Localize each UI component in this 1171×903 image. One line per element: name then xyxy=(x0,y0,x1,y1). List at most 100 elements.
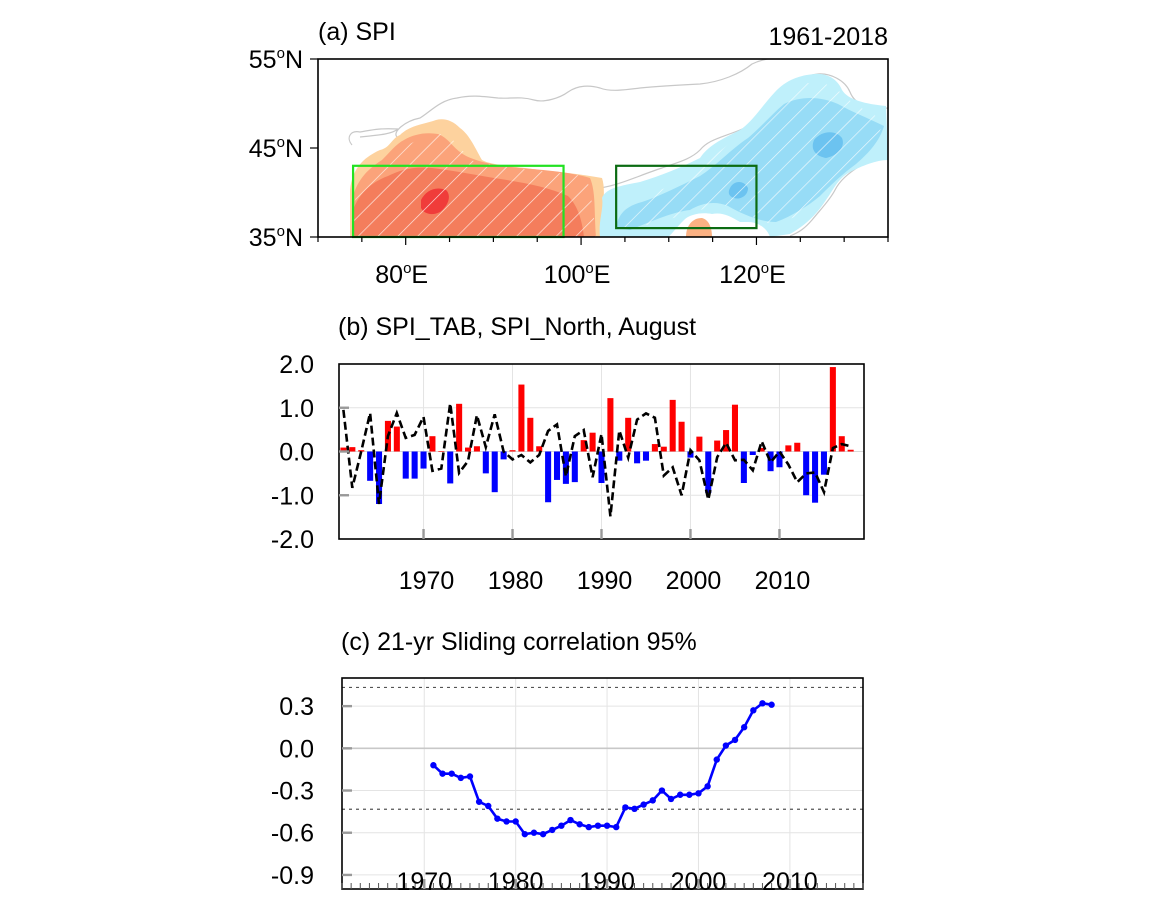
north-region-box xyxy=(615,164,758,230)
spi-tab-bar xyxy=(607,398,614,452)
spi-north-line xyxy=(342,403,852,517)
spi-tab-bar xyxy=(731,404,738,452)
spi-tab-bar xyxy=(393,426,400,452)
correlation-point xyxy=(549,826,556,834)
spi-tab-bar xyxy=(776,451,783,468)
x-tick-label: 2000 xyxy=(666,567,722,595)
correlation-point xyxy=(676,791,684,798)
panel-c-chart: (c) 21-yr Sliding correlation 95% 1970 19… xyxy=(271,628,864,896)
y-tick-label: -0.3 xyxy=(271,778,314,806)
spi-tab-bar xyxy=(553,451,561,480)
correlation-point xyxy=(585,823,592,831)
correlation-point xyxy=(695,790,702,797)
spi-tab-bar xyxy=(705,451,712,494)
spi-tab-bar xyxy=(678,421,685,452)
spi-tab-bar xyxy=(812,451,819,503)
spi-tab-bar xyxy=(465,447,472,452)
map-axis-ticks: 80oE 100oE 120oE 35oN 45oN 55oN xyxy=(249,45,889,289)
correlation-point xyxy=(603,822,611,829)
correlation-point xyxy=(439,770,446,777)
correlation-point xyxy=(466,773,474,780)
correlation-point xyxy=(640,801,647,808)
panel-b-axes: 1970 1980 1990 2000 2010 2.0 1.0 0.0 -1.0 -2.0 xyxy=(271,351,810,595)
y-tick-label: 2.0 xyxy=(279,351,314,379)
border-line xyxy=(348,59,773,146)
spi-tab-bar xyxy=(740,451,747,483)
correlation-point xyxy=(740,724,748,731)
correlation-point xyxy=(530,829,538,836)
spi-tab-bar xyxy=(456,403,463,452)
correlation-point xyxy=(759,700,766,707)
spi-tab-bar xyxy=(767,451,774,472)
correlation-point xyxy=(704,783,711,790)
correlation-point xyxy=(457,774,465,782)
correlation-point xyxy=(713,756,720,763)
correlation-point xyxy=(485,802,492,810)
map-field xyxy=(348,59,888,237)
panel-c-frame xyxy=(341,677,864,890)
x-tick-label: 1970 xyxy=(399,567,455,595)
panel-c-grid xyxy=(342,678,863,889)
spi-tab-bar xyxy=(660,446,667,452)
correlation-point xyxy=(768,701,775,708)
spi-tab-bar xyxy=(545,451,552,503)
panel-b-title: (b) SPI_TAB, SPI_North, August xyxy=(338,313,696,341)
spi-tab-bar xyxy=(571,451,578,483)
significance-hatch xyxy=(616,82,884,228)
spi-tab-bar xyxy=(473,446,480,452)
spi-tab-bar xyxy=(642,451,650,461)
spi-tab-bar xyxy=(696,436,703,452)
x-tick-label: 1990 xyxy=(579,868,635,896)
spi-tab-bar xyxy=(785,445,792,452)
spi-tab-bar xyxy=(562,451,569,484)
spi-tab-bar xyxy=(438,451,445,452)
spi-tab-bar xyxy=(500,451,507,460)
spi-tab-bar xyxy=(829,367,836,452)
panel-c-axes: 1970 1980 1990 2000 2010 0.3 0.0 -0.3 -0.6 -0.9 xyxy=(271,693,864,896)
x-tick-label: 1980 xyxy=(488,868,544,896)
x-tick-label: 1970 xyxy=(396,868,452,896)
lat-tick-label: 45oN xyxy=(249,134,303,163)
y-tick-label: 0.0 xyxy=(279,735,314,763)
correlation-point xyxy=(667,795,675,803)
sliding-correlation-line xyxy=(432,701,772,836)
spi-tab-bar xyxy=(358,450,365,452)
spi-tab-bar xyxy=(411,451,418,479)
x-tick-label: 2010 xyxy=(762,868,818,896)
spi-tab-bar xyxy=(509,450,516,452)
lat-tick-label: 35oN xyxy=(249,223,303,252)
panel-a-map: (a) SPI 1961-2018 80oE 100oE 120oE xyxy=(249,18,889,289)
panel-b-bars xyxy=(340,367,854,504)
correlation-point xyxy=(613,823,620,831)
x-tick-label: 2000 xyxy=(671,868,727,896)
correlation-point xyxy=(631,805,638,813)
correlation-point xyxy=(521,830,529,838)
correlation-point xyxy=(750,707,757,714)
spi-tab-bar xyxy=(518,384,525,452)
spi-tab-bar xyxy=(580,440,587,452)
spi-tab-bar xyxy=(491,451,498,493)
x-tick-label: 1980 xyxy=(488,567,544,595)
spi-tab-bar xyxy=(527,417,534,452)
spi-tab-bar xyxy=(758,448,765,452)
lon-tick-label: 80oE xyxy=(375,260,428,289)
panel-c-significance-lines xyxy=(342,686,863,810)
correlation-point xyxy=(503,818,510,825)
spi-tab-bar xyxy=(598,451,605,483)
panel-c-title: (c) 21-yr Sliding correlation 95% xyxy=(341,628,697,656)
spi-tab-bar xyxy=(589,432,596,452)
correlation-point xyxy=(686,791,693,798)
significance-hatch xyxy=(353,134,596,237)
spi-tab-bar xyxy=(794,442,801,452)
correlation-point xyxy=(658,787,666,794)
correlation-point xyxy=(649,797,656,804)
spi-tab-bar xyxy=(625,417,632,452)
spi-tab-bar xyxy=(714,440,721,452)
x-tick-label: 1990 xyxy=(577,567,633,595)
spi-tab-bar xyxy=(349,447,356,452)
lon-tick-label: 100oE xyxy=(544,260,611,289)
correlation-point xyxy=(622,804,629,811)
correlation-point xyxy=(494,815,501,822)
spi-tab-bar xyxy=(749,451,756,455)
panel-c-points xyxy=(430,700,775,838)
